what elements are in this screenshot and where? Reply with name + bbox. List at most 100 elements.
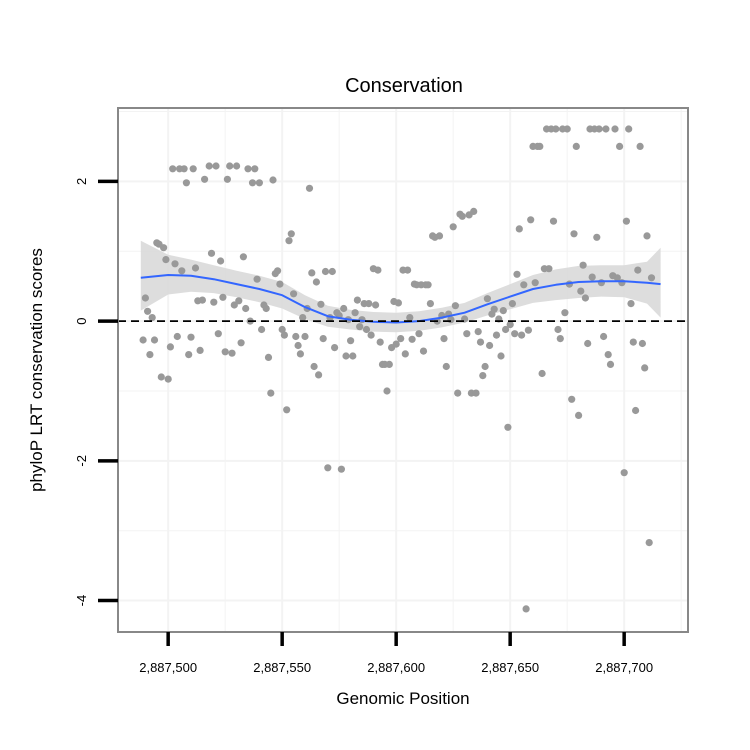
data-point (476, 338, 485, 346)
data-point (572, 142, 580, 150)
data-point (568, 395, 576, 403)
data-point (522, 605, 530, 613)
data-point (255, 179, 263, 187)
data-point (356, 323, 364, 331)
data-point (645, 539, 653, 547)
data-point (310, 362, 318, 371)
data-point (506, 321, 514, 329)
x-tick-label: 2,887,500 (139, 660, 197, 675)
data-point (584, 339, 592, 348)
data-point (620, 469, 628, 477)
data-point (139, 336, 147, 344)
data-point (552, 125, 560, 133)
data-point (251, 165, 259, 173)
grid (118, 108, 688, 632)
data-point (499, 307, 507, 315)
data-point (367, 331, 375, 339)
data-point (191, 264, 200, 272)
data-point (317, 300, 325, 308)
data-point (458, 212, 466, 220)
data-point (205, 162, 213, 170)
data-point (470, 207, 478, 215)
data-point (342, 352, 350, 360)
data-point (406, 314, 414, 322)
data-point (515, 225, 523, 233)
data-point (171, 260, 179, 268)
data-point (404, 266, 412, 274)
data-point (426, 300, 434, 308)
data-point (146, 351, 154, 359)
data-point (579, 261, 587, 269)
data-point (472, 389, 480, 397)
data-point (285, 237, 293, 245)
data-point (627, 300, 635, 308)
data-point (148, 314, 156, 322)
data-point (449, 223, 457, 231)
data-point (340, 304, 348, 313)
data-point (629, 338, 637, 346)
data-point (166, 343, 174, 351)
y-tick-label: 0 (74, 317, 89, 324)
data-point (296, 350, 304, 358)
data-point (483, 295, 491, 303)
data-point (611, 125, 619, 133)
data-point (233, 162, 241, 170)
data-point (164, 375, 172, 383)
data-point (207, 249, 216, 257)
data-point (324, 464, 332, 472)
data-point (160, 244, 168, 252)
data-point (258, 325, 266, 334)
data-point (383, 387, 391, 395)
data-point (563, 125, 571, 133)
data-point (593, 233, 601, 241)
data-point (217, 257, 225, 265)
data-point (280, 331, 288, 339)
y-tick-label: -4 (74, 595, 89, 607)
data-point (595, 125, 603, 133)
data-point (622, 217, 631, 225)
data-point (524, 326, 533, 334)
data-point (362, 325, 371, 334)
data-point (150, 336, 159, 344)
data-point (253, 275, 261, 283)
data-point (508, 300, 516, 308)
data-point (419, 347, 428, 355)
data-point (531, 279, 539, 287)
x-tick-label: 2,887,700 (595, 660, 653, 675)
data-point (294, 341, 302, 350)
data-point (545, 265, 553, 273)
data-point (415, 330, 423, 338)
data-point (351, 309, 359, 317)
data-point (221, 348, 229, 356)
data-point (201, 175, 209, 183)
data-point (292, 332, 300, 341)
data-point (600, 332, 608, 341)
data-point (554, 325, 562, 334)
data-point (442, 362, 450, 371)
data-point (634, 266, 642, 274)
data-point (178, 267, 186, 275)
data-point (435, 232, 444, 240)
data-point (237, 339, 245, 347)
data-point (189, 165, 197, 173)
x-tick-label: 2,887,650 (481, 660, 539, 675)
data-point (490, 305, 498, 313)
data-point (486, 341, 494, 350)
data-point (301, 332, 309, 341)
data-point (180, 165, 188, 173)
data-point (536, 142, 544, 150)
data-point (242, 304, 250, 313)
data-point (561, 309, 569, 317)
data-point (267, 389, 275, 397)
data-point (454, 389, 462, 397)
data-point (226, 162, 234, 170)
data-point (305, 184, 314, 192)
data-point (613, 274, 621, 282)
data-point (198, 296, 206, 304)
data-point (374, 266, 382, 274)
data-point (643, 232, 651, 240)
data-point (196, 346, 204, 354)
x-axis: 2,887,500 2,887,550 2,887,600 2,887,650 2,88… (139, 632, 653, 675)
data-point (577, 287, 585, 295)
